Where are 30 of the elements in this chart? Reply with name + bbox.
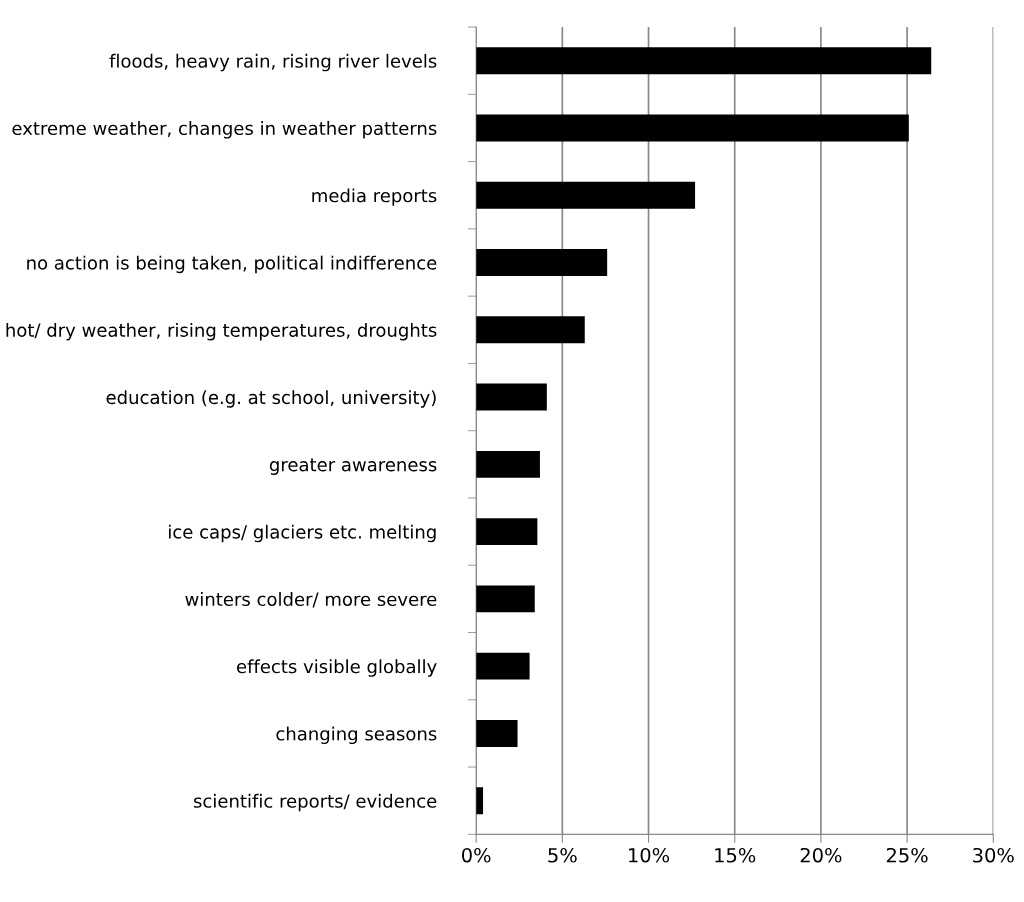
bar [476,585,535,613]
bar [476,249,608,276]
bar [476,47,932,75]
y-tick-label: hot/ dry weather, rising temperatures, droughts [6,322,437,341]
bar [476,518,538,546]
y-tick-label: education (e.g. at school, university) [106,390,436,408]
bar [476,383,547,411]
x-tick-label: 10% [629,847,670,863]
bar [476,181,696,209]
y-tick-label: no action is being taken, political indifference [27,255,437,274]
y-tick-label: effects visible globally [236,659,437,677]
x-tick-label: 30% [973,847,1014,863]
y-tick-label: ice caps/ glaciers etc. melting [169,524,436,543]
y-tick-label: media reports [312,188,437,206]
y-tick-label: extreme weather, changes in weather patterns [12,121,437,139]
bar [476,316,585,344]
x-tick-label: 20% [800,847,842,863]
y-tick-label: changing seasons [276,726,437,745]
x-tick-label: 0% [462,847,491,863]
x-tick-label: 15% [715,847,756,863]
bar [476,450,540,478]
y-tick-label: greater awareness [269,458,437,475]
bar [476,114,909,142]
x-tick-label: 5% [548,847,577,863]
x-tick-label: 25% [886,847,928,863]
y-tick-label: scientific reports/ evidence [193,793,437,812]
bar [476,652,530,680]
y-tick-label: winters colder/ more severe [185,592,437,608]
y-tick-label: floods, heavy rain, rising river levels [109,53,437,72]
bar [476,719,518,747]
